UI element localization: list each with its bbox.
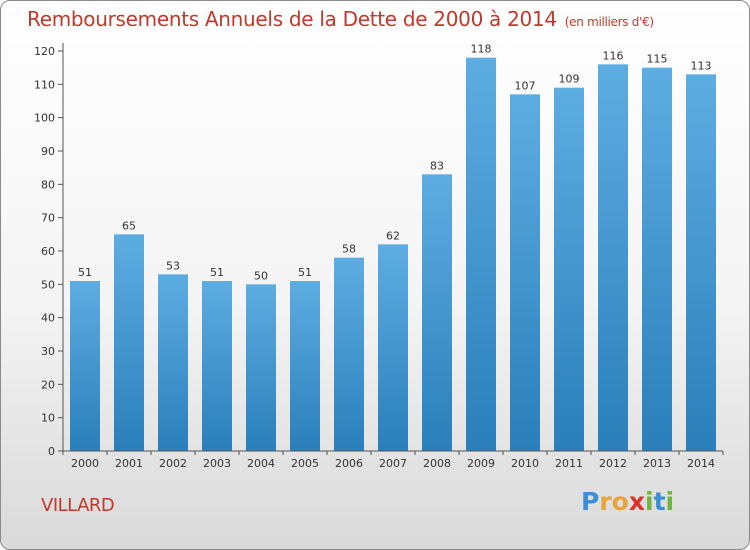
logo-letter: o [611, 487, 629, 516]
logo-letter: x [628, 487, 645, 516]
bar-2011 [554, 87, 584, 452]
bar-2004 [246, 284, 276, 451]
x-tick-label-2007: 2007 [379, 457, 407, 470]
x-tick-label-2002: 2002 [159, 457, 187, 470]
chart-title-text: Remboursements Annuels de la Dette de 20… [27, 7, 557, 31]
data-label-2009: 118 [471, 43, 492, 56]
bar-2006 [334, 257, 364, 451]
bar-2008 [422, 174, 452, 452]
x-tick-label-2008: 2008 [423, 457, 451, 470]
y-tick-label-80: 80 [41, 178, 55, 191]
y-tick-label-100: 100 [34, 112, 55, 125]
y-tick-label-50: 50 [41, 278, 55, 291]
y-tick-label-110: 110 [34, 78, 55, 91]
y-tick-label-20: 20 [41, 378, 55, 391]
y-tick-label-120: 120 [34, 45, 55, 58]
x-tick-label-2012: 2012 [599, 457, 627, 470]
bar-2000 [70, 281, 100, 451]
bar-2010 [510, 94, 540, 451]
bar-2005 [290, 281, 320, 451]
proxiti-logo: Proxiti [581, 487, 674, 516]
data-label-2014: 113 [691, 59, 712, 72]
data-label-2010: 107 [515, 79, 536, 92]
x-tick-label-2000: 2000 [71, 457, 99, 470]
data-label-2003: 51 [210, 266, 224, 279]
x-tick-label-2005: 2005 [291, 457, 319, 470]
data-label-2008: 83 [430, 159, 444, 172]
commune-name: VILLARD [41, 495, 115, 516]
data-label-2007: 62 [386, 229, 400, 242]
data-label-2001: 65 [122, 219, 136, 232]
bar-2013 [642, 67, 672, 452]
bar-2003 [202, 281, 232, 451]
x-tick-label-2014: 2014 [687, 457, 715, 470]
y-tick-label-0: 0 [48, 445, 55, 458]
logo-letter: i [665, 487, 675, 516]
y-tick-label-60: 60 [41, 245, 55, 258]
y-tick-label-70: 70 [41, 212, 55, 225]
x-tick-label-2003: 2003 [203, 457, 231, 470]
x-tick-label-2013: 2013 [643, 457, 671, 470]
logo-letter: P [581, 487, 600, 516]
data-label-2002: 53 [166, 259, 180, 272]
y-tick-label-10: 10 [41, 412, 55, 425]
bar-2002 [158, 274, 188, 451]
bar-2001 [114, 234, 144, 451]
x-tick-label-2001: 2001 [115, 457, 143, 470]
y-tick-label-40: 40 [41, 312, 55, 325]
y-tick-label-90: 90 [41, 145, 55, 158]
bar-2009 [466, 57, 496, 452]
x-tick-label-2011: 2011 [555, 457, 583, 470]
data-label-2012: 116 [603, 49, 624, 62]
data-label-2004: 50 [254, 269, 268, 282]
data-label-2006: 58 [342, 243, 356, 256]
data-label-2000: 51 [78, 266, 92, 279]
bar-2007 [378, 244, 408, 451]
x-tick-label-2006: 2006 [335, 457, 363, 470]
chart-title: Remboursements Annuels de la Dette de 20… [27, 7, 654, 31]
logo-letter: r [599, 487, 612, 516]
chart-subtitle: (en milliers d'€) [564, 15, 654, 29]
x-tick-label-2004: 2004 [247, 457, 275, 470]
bar-2012 [598, 64, 628, 452]
bar-2014 [686, 74, 716, 451]
data-label-2013: 115 [647, 53, 668, 66]
data-label-2011: 109 [559, 73, 580, 86]
logo-letter: i [645, 487, 654, 516]
x-tick-label-2010: 2010 [511, 457, 539, 470]
logo-letter: t [653, 487, 666, 516]
x-tick-label-2009: 2009 [467, 457, 495, 470]
y-tick-label-30: 30 [41, 345, 55, 358]
data-label-2005: 51 [298, 266, 312, 279]
